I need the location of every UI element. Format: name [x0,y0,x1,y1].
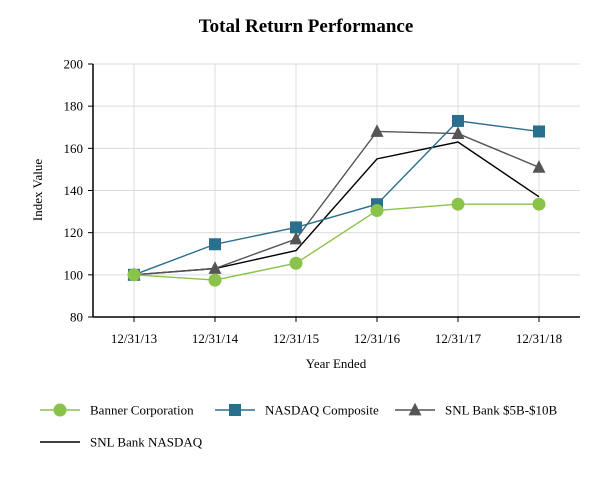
legend-item-nasdaq-composite: NASDAQ Composite [215,403,379,418]
series-line [133,120,540,276]
x-tick-label: 12/31/18 [516,331,562,346]
series-line [133,130,540,276]
y-tick-label: 180 [64,99,84,114]
data-point [290,221,302,234]
x-ticks: 12/31/13 12/31/14 12/31/15 12/31/16 12/31/17… [111,317,562,346]
y-ticks: 80 100 120 140 160 180 200 [64,57,93,325]
legend-marker [229,404,241,416]
data-point [532,160,546,173]
legend-item-snl-bank-nasdaq: SNL Bank NASDAQ [40,435,203,450]
legend-item-snl-bank-5b-10b: SNL Bank $5B-$10B [395,403,558,418]
y-axis-label: Index Value [30,159,45,221]
x-tick-label: 12/31/13 [111,331,157,346]
y-tick-label: 80 [70,310,83,325]
data-point [532,197,546,211]
data-point [451,197,465,211]
legend-marker [408,402,422,416]
legend-label: SNL Bank NASDAQ [90,435,203,450]
series-line [133,141,540,276]
data-point [533,125,545,138]
grid [93,63,580,317]
data-point [452,114,464,127]
data-point [209,238,221,251]
data-point [289,231,303,245]
legend-item-banner-corporation: Banner Corporation [40,403,194,418]
legend-label: SNL Bank $5B-$10B [445,403,558,418]
series-group [127,114,546,287]
x-tick-label: 12/31/15 [273,331,319,346]
data-point [370,124,384,137]
y-tick-label: 160 [64,141,84,156]
x-axis-label: Year Ended [306,356,367,371]
series-banner-corporation [127,197,546,287]
data-point [370,204,384,218]
legend-marker [53,403,67,417]
data-point [127,268,141,282]
y-tick-label: 100 [64,267,84,282]
legend: Banner Corporation NASDAQ Composite SNL Ba… [40,403,558,450]
data-point [208,261,222,274]
y-tick-label: 120 [64,225,84,240]
x-tick-label: 12/31/17 [435,331,482,346]
data-point [289,256,303,270]
series-line [133,203,539,281]
series-snl-bank-5b-10b [127,124,546,281]
legend-label: NASDAQ Composite [265,403,379,418]
chart-title: Total Return Performance [199,16,414,37]
y-tick-label: 140 [64,183,84,198]
x-tick-label: 12/31/16 [354,331,401,346]
series-nasdaq-composite [128,114,545,281]
data-point [451,126,465,139]
data-point [208,273,222,287]
y-tick-label: 200 [64,57,84,72]
series-snl-bank-nasdaq [133,141,540,276]
legend-label: Banner Corporation [90,403,194,418]
x-tick-label: 12/31/14 [192,331,239,346]
